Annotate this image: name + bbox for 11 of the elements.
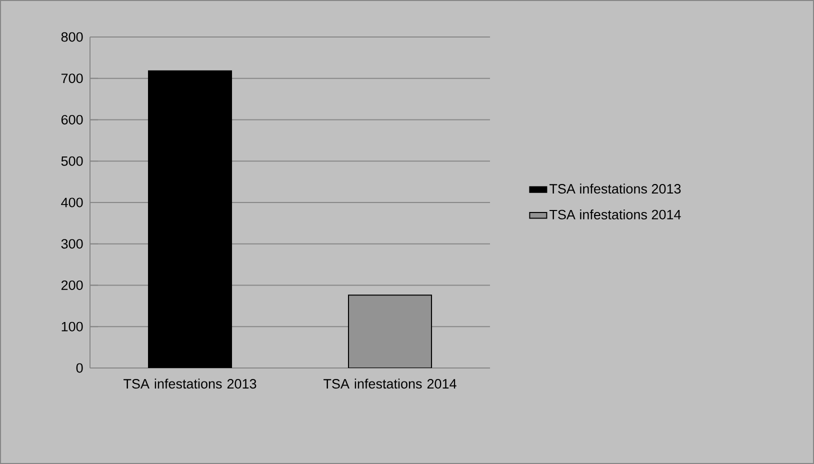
- y-tick-label: 500: [61, 156, 83, 166]
- y-tick-label: 700: [61, 74, 83, 84]
- y-tick-label: 300: [61, 239, 83, 249]
- legend-label: TSA infestations 2014: [549, 209, 681, 220]
- y-tick-label: 600: [61, 114, 83, 125]
- y-tick-label: 0: [76, 363, 83, 373]
- y-tick-label: 800: [61, 32, 83, 42]
- y-tick-label: 100: [62, 322, 83, 332]
- y-tick-label: 200: [61, 280, 83, 290]
- y-tick-label: 400: [61, 198, 83, 208]
- legend-label: TSA infestations 2013: [549, 184, 681, 194]
